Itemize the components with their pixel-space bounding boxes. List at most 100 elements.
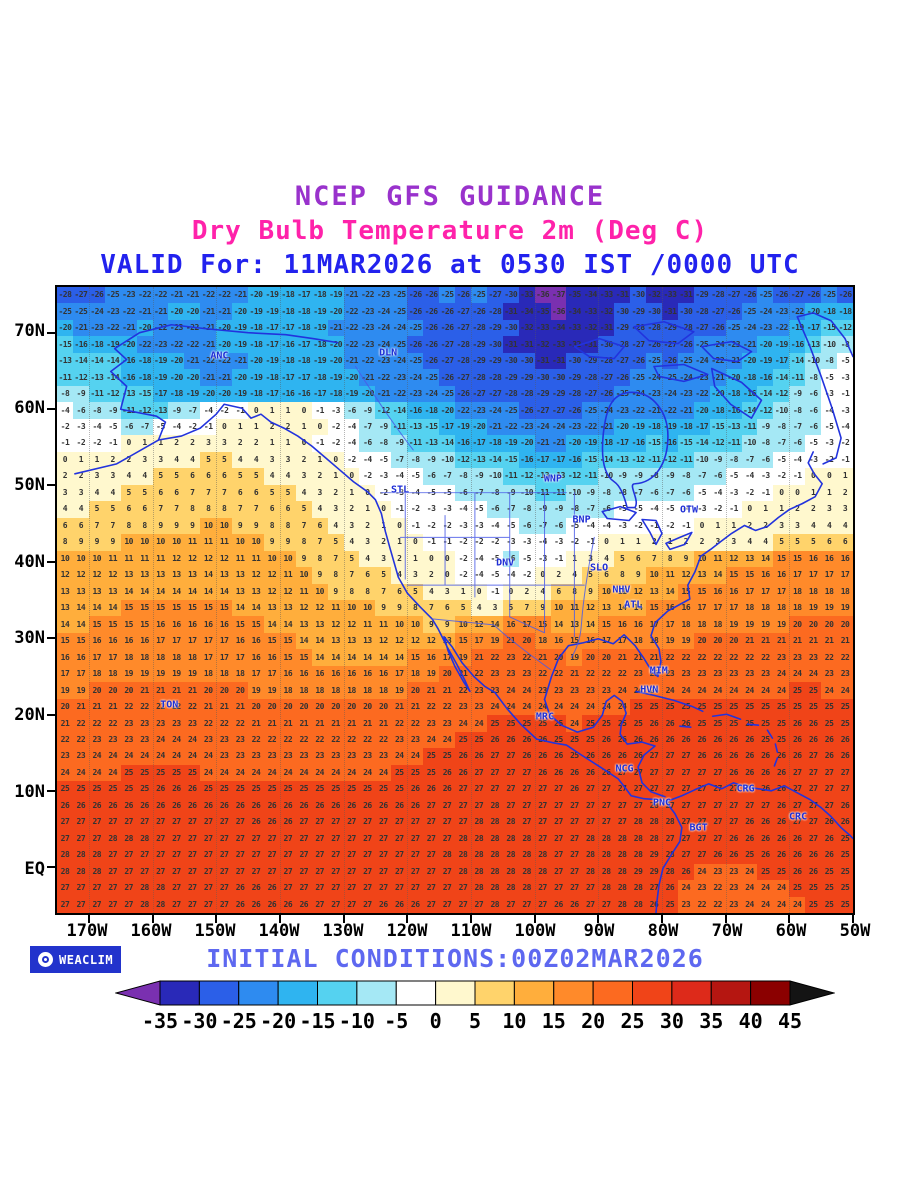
grid-cell: 15 (725, 567, 742, 584)
grid-cell: 23 (486, 682, 503, 699)
grid-cell: -9 (470, 468, 487, 485)
grid-cell: 24 (598, 698, 615, 716)
grid-cell: 25 (757, 715, 774, 732)
grid-cell: 24 (837, 682, 853, 699)
grid-cell: 21 (837, 632, 853, 650)
grid-cell: 22 (661, 649, 678, 666)
grid-cell: 24 (805, 665, 822, 683)
grid-cell: 13 (311, 616, 328, 633)
grid-cell: -18 (486, 435, 503, 452)
grid-cell: 25 (423, 748, 440, 765)
grid-cell: 10 (216, 517, 233, 535)
grid-cell: 2 (837, 484, 853, 502)
grid-cell: 27 (184, 814, 201, 831)
grid-cell: -2 (216, 402, 233, 419)
grid-cell: 27 (248, 863, 264, 881)
grid-cell: -29 (470, 336, 487, 353)
grid-cell: 22 (725, 649, 742, 666)
grid-cell: -14 (72, 352, 89, 370)
grid-cell: 17 (789, 567, 806, 584)
grid-cell: 21 (263, 715, 280, 732)
grid-cell: 25 (327, 781, 344, 798)
grid-cell: 0 (439, 550, 455, 568)
grid-cell: -4 (821, 402, 838, 419)
grid-cell: 26 (263, 814, 280, 831)
grid-cell: 3 (216, 435, 233, 452)
grid-cell: 26 (709, 748, 726, 765)
grid-cell: 25 (104, 781, 121, 798)
grid-cell: 26 (773, 814, 790, 831)
grid-cell: 21 (534, 649, 551, 666)
grid-cell: -26 (805, 287, 822, 304)
grid-cell: -21 (72, 319, 89, 337)
grid-cell: -18 (136, 352, 153, 370)
grid-cell: 4 (72, 501, 89, 518)
grid-cell: 27 (232, 830, 249, 848)
grid-cell: -18 (709, 402, 726, 419)
grid-cell: 3 (407, 567, 424, 584)
grid-cell: 27 (104, 847, 121, 864)
grid-cell: 20 (248, 698, 264, 716)
grid-cell: 0 (391, 517, 408, 535)
grid-cell: 27 (359, 814, 376, 831)
grid-cell: 2 (423, 567, 440, 584)
grid-cell: 26 (534, 748, 551, 765)
grid-cell: 26 (741, 830, 758, 848)
grid-cell: 21 (439, 682, 455, 699)
grid-cell: -30 (598, 336, 615, 353)
lon-tick (151, 915, 154, 923)
grid-cell: 27 (646, 764, 662, 782)
grid-cell: 22 (359, 731, 376, 749)
grid-cell: -11 (741, 418, 758, 436)
grid-cell: -32 (534, 336, 551, 353)
grid-cell: -14 (693, 435, 710, 452)
grid-cell: -22 (168, 336, 185, 353)
initial-conditions-text: INITIAL CONDITIONS:00Z02MAR2026 (206, 944, 704, 973)
grid-cell: 27 (661, 781, 678, 798)
grid-cell: 7 (200, 484, 217, 502)
grid-cell: -17 (263, 336, 280, 353)
grid-cell: 2 (184, 435, 201, 452)
grid-cell: 28 (455, 863, 471, 881)
weaclim-circle-icon (38, 952, 53, 967)
grid-cell: 27 (72, 814, 89, 831)
grid-cell: -9 (582, 484, 599, 502)
grid-cell: -35 (534, 303, 551, 320)
grid-cell: -10 (439, 451, 455, 469)
lat-tick (47, 637, 55, 640)
grid-cell: 27 (120, 847, 137, 864)
grid-cell: 7 (518, 600, 535, 617)
grid-cell: 23 (88, 731, 105, 749)
grid-cell: 27 (200, 814, 217, 831)
grid-cell: 14 (279, 616, 296, 633)
grid-cell: 16 (327, 665, 344, 683)
grid-cell: -26 (423, 319, 440, 337)
grid-cell: 25 (789, 682, 806, 699)
grid-cell: -17 (279, 319, 296, 337)
grid-cell: 17 (470, 632, 487, 650)
grid-cell: -4 (200, 402, 217, 419)
weaclim-logo-text: WEACLIM (59, 952, 114, 967)
grid-cell: 28 (486, 896, 503, 913)
grid-cell: 13 (136, 567, 153, 584)
grid-cell: -6 (72, 402, 89, 419)
grid-cell: 26 (805, 847, 822, 864)
colorbar-tick-label: -25 (220, 1009, 257, 1033)
grid-cell: -14 (391, 402, 408, 419)
grid-cell: -29 (693, 287, 710, 304)
grid-cell: 22 (709, 880, 726, 897)
grid-cell: -4 (88, 418, 105, 436)
grid-cell: -4 (837, 418, 853, 436)
grid-cell: -31 (598, 319, 615, 337)
grid-cell: -7 (439, 468, 455, 485)
grid-cell: 28 (646, 830, 662, 848)
grid-cell: 27 (407, 814, 424, 831)
grid-cell: -19 (248, 303, 264, 320)
grid-cell: 27 (295, 814, 312, 831)
grid-cell: -21 (359, 369, 376, 386)
grid-cell: 21 (630, 649, 647, 666)
grid-cell: 27 (57, 830, 73, 848)
grid-cell: 2 (72, 468, 89, 485)
grid-cell: 23 (661, 665, 678, 683)
grid-cell: 4 (88, 484, 105, 502)
